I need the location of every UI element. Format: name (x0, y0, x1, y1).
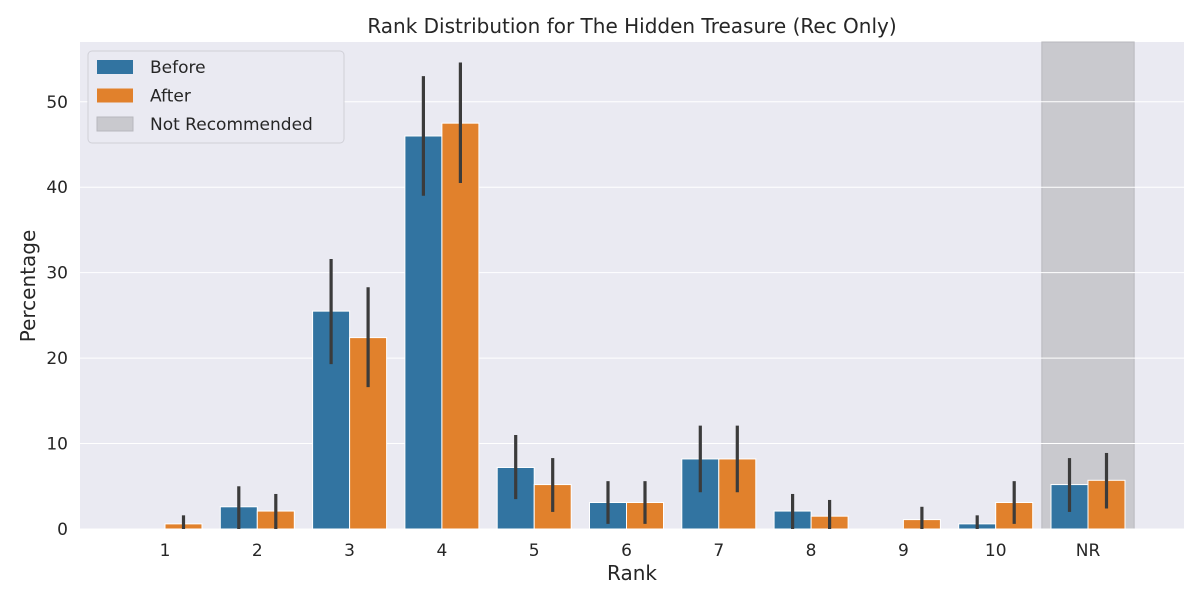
chart-legend: Before After Not Recommended (87, 50, 345, 144)
legend-swatch (97, 60, 133, 74)
legend-label: Before (150, 58, 206, 78)
y-axis-label: Percentage (16, 230, 40, 343)
x-tick-label: 5 (529, 541, 540, 561)
x-tick-label: 10 (985, 541, 1007, 561)
x-tick-label: 7 (713, 541, 724, 561)
legend-swatch (97, 88, 133, 103)
x-tick-label: 2 (252, 541, 263, 561)
legend-label: After (150, 87, 191, 107)
legend-swatch (96, 116, 134, 132)
x-axis-label: Rank (607, 561, 657, 585)
y-tick-label: 0 (57, 520, 68, 540)
y-tick-label: 50 (46, 93, 68, 113)
legend-box (87, 50, 345, 144)
x-tick-label: 3 (344, 541, 355, 561)
x-tick-label: 8 (806, 541, 817, 561)
y-tick-label: 40 (46, 178, 68, 198)
not-recommended-band (1041, 41, 1135, 530)
x-tick-label: NR (1076, 541, 1101, 561)
legend-label: Not Recommended (150, 115, 313, 135)
x-tick-label: 4 (436, 541, 447, 561)
chart-title: Rank Distribution for The Hidden Treasur… (367, 14, 896, 38)
y-tick-label: 20 (46, 349, 68, 369)
bar-after (441, 122, 480, 530)
y-tick-label: 30 (46, 264, 68, 284)
x-tick-label: 6 (621, 541, 632, 561)
x-tick-label: 1 (160, 541, 171, 561)
y-tick-label: 10 (46, 435, 68, 455)
x-tick-label: 9 (898, 541, 909, 561)
